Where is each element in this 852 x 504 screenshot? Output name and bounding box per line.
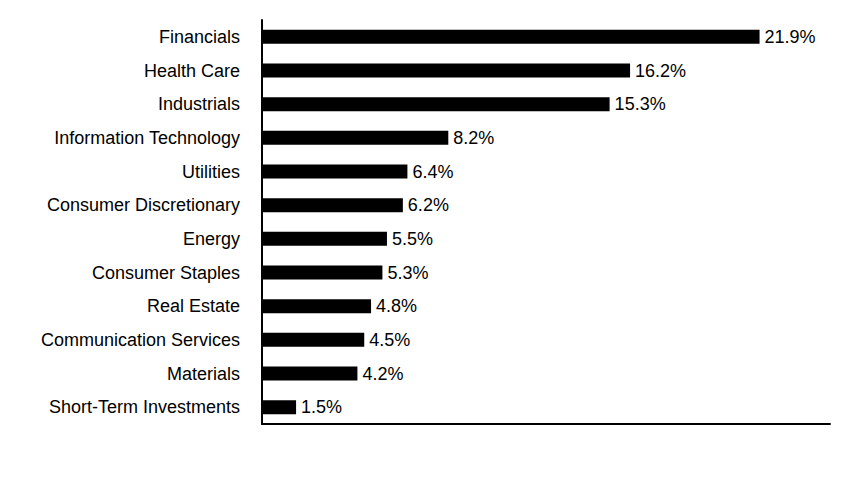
svg-text:6.4%: 6.4% xyxy=(412,162,453,182)
svg-text:4.5%: 4.5% xyxy=(369,330,410,350)
svg-text:Short-Term Investments: Short-Term Investments xyxy=(49,397,240,417)
svg-text:1.5%: 1.5% xyxy=(301,397,342,417)
svg-text:16.2%: 16.2% xyxy=(635,61,686,81)
svg-text:Utilities: Utilities xyxy=(182,162,240,182)
svg-text:15.3%: 15.3% xyxy=(615,94,666,114)
svg-text:4.2%: 4.2% xyxy=(362,364,403,384)
svg-text:6.2%: 6.2% xyxy=(408,195,449,215)
svg-text:5.5%: 5.5% xyxy=(392,229,433,249)
svg-text:Communication Services: Communication Services xyxy=(41,330,240,350)
svg-text:4.8%: 4.8% xyxy=(376,296,417,316)
svg-text:Materials: Materials xyxy=(167,364,240,384)
svg-text:Consumer Staples: Consumer Staples xyxy=(92,263,240,283)
svg-text:8.2%: 8.2% xyxy=(453,128,494,148)
svg-text:Industrials: Industrials xyxy=(158,94,240,114)
svg-text:Energy: Energy xyxy=(183,229,240,249)
svg-text:5.3%: 5.3% xyxy=(387,263,428,283)
svg-text:Financials: Financials xyxy=(159,27,240,47)
svg-text:21.9%: 21.9% xyxy=(765,27,816,47)
svg-text:Real Estate: Real Estate xyxy=(147,296,240,316)
svg-text:Health Care: Health Care xyxy=(144,61,240,81)
svg-text:Information Technology: Information Technology xyxy=(54,128,240,148)
svg-text:Consumer Discretionary: Consumer Discretionary xyxy=(47,195,240,215)
